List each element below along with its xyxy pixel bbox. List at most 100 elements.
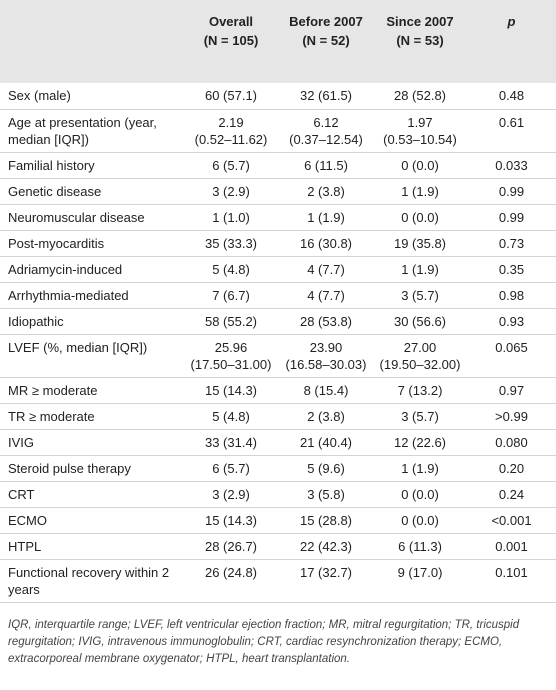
table-body: Sex (male) 60 (57.1) 32 (61.5) 28 (52.8) 0.4… [0, 83, 556, 603]
cell: 1.97 (0.53–10.54) [373, 109, 467, 153]
cell: 7 (13.2) [373, 377, 467, 404]
cell: 17 (32.7) [279, 559, 373, 603]
table-row: CRT 3 (2.9) 3 (5.8) 0 (0.0) 0.24 [0, 481, 556, 508]
cell: 0 (0.0) [373, 481, 467, 508]
table-row: Genetic disease 3 (2.9) 2 (3.8) 1 (1.9) 0.99 [0, 178, 556, 205]
cell: 30 (56.6) [373, 308, 467, 335]
cell: 0.033 [467, 152, 556, 179]
cell: 6 (5.7) [183, 152, 279, 179]
table-row: TR ≥ moderate 5 (4.8) 2 (3.8) 3 (5.7) >0.99 [0, 403, 556, 430]
column-label: Overall [208, 14, 254, 29]
cell: 0.101 [467, 559, 556, 603]
header-row: Overall (N = 105) Before 2007 (N = 52) Since… [0, 0, 556, 83]
cell: 25.96 (17.50–31.00) [183, 334, 279, 378]
cell: 6 (11.5) [279, 152, 373, 179]
row-label: Familial history [0, 152, 183, 179]
cell: 26 (24.8) [183, 559, 279, 603]
cell: 12 (22.6) [373, 429, 467, 456]
cell: 0.61 [467, 109, 556, 153]
cell: 4 (7.7) [279, 256, 373, 283]
column-label: Before 2007 [289, 14, 363, 29]
column-label: p [507, 14, 516, 29]
row-label: IVIG [0, 429, 183, 456]
cell: 2 (3.8) [279, 403, 373, 430]
row-label: Genetic disease [0, 178, 183, 205]
column-n: (N = 105) [203, 33, 259, 48]
cell: 23.90 (16.58–30.03) [279, 334, 373, 378]
table-row: LVEF (%, median [IQR]) 25.96 (17.50–31.00)… [0, 334, 556, 378]
cell: 3 (5.8) [279, 481, 373, 508]
table-row: Post-myocarditis 35 (33.3) 16 (30.8) 19 (35… [0, 230, 556, 257]
cell: 1 (1.9) [373, 455, 467, 482]
row-label: Post-myocarditis [0, 230, 183, 257]
cell: 15 (14.3) [183, 377, 279, 404]
cell: 60 (57.1) [183, 83, 279, 110]
cell: 28 (26.7) [183, 533, 279, 560]
column-n: (N = 53) [396, 33, 444, 48]
cell: 1 (1.9) [373, 178, 467, 205]
table-row: Functional recovery within 2 years 26 (24… [0, 559, 556, 603]
footnote: IQR, interquartile range; LVEF, left ven… [8, 618, 520, 665]
cell-line: (17.50–31.00) [190, 356, 272, 372]
row-label: Adriamycin-induced [0, 256, 183, 283]
column-header [0, 0, 183, 83]
cell: 3 (2.9) [183, 178, 279, 205]
cell: 0.98 [467, 282, 556, 309]
column-header: Since 2007 (N = 53) [373, 0, 467, 83]
cell-line: (0.37–12.54) [289, 131, 363, 147]
cell-line: 25.96 [214, 339, 248, 355]
cell: 3 (2.9) [183, 481, 279, 508]
cell: 1 (1.0) [183, 204, 279, 231]
table-row: Sex (male) 60 (57.1) 32 (61.5) 28 (52.8) 0.4… [0, 83, 556, 110]
cell: 5 (4.8) [183, 403, 279, 430]
cell: 28 (52.8) [373, 83, 467, 110]
cell-line: 27.00 [403, 339, 437, 355]
cell: 4 (7.7) [279, 282, 373, 309]
column-header: Overall (N = 105) [183, 0, 279, 83]
table-row: Neuromuscular disease 1 (1.0) 1 (1.9) 0 (0.… [0, 204, 556, 231]
table-row: Steroid pulse therapy 6 (5.7) 5 (9.6) 1 (1.… [0, 455, 556, 482]
cell: 16 (30.8) [279, 230, 373, 257]
row-label: LVEF (%, median [IQR]) [0, 334, 183, 378]
row-label: Idiopathic [0, 308, 183, 335]
cell: 33 (31.4) [183, 429, 279, 456]
table-row: Adriamycin-induced 5 (4.8) 4 (7.7) 1 (1.9) 0… [0, 256, 556, 283]
cell: 0.73 [467, 230, 556, 257]
cell: 0.24 [467, 481, 556, 508]
cell: 6 (11.3) [373, 533, 467, 560]
row-label: HTPL [0, 533, 183, 560]
cell-line: 1.97 [407, 114, 433, 130]
cell-line: 23.90 [309, 339, 343, 355]
cell: 0.93 [467, 308, 556, 335]
cell: 0 (0.0) [373, 152, 467, 179]
cell: 0.001 [467, 533, 556, 560]
cell-line: (0.52–11.62) [194, 131, 268, 147]
cell: 0.97 [467, 377, 556, 404]
cell: 0.48 [467, 83, 556, 110]
cell: 9 (17.0) [373, 559, 467, 603]
row-label: MR ≥ moderate [0, 377, 183, 404]
column-header: Before 2007 (N = 52) [279, 0, 373, 83]
table-row: Age at presentation (year, median [IQR])… [0, 109, 556, 153]
row-label: Functional recovery within 2 years [0, 559, 183, 603]
cell: 3 (5.7) [373, 282, 467, 309]
table-row: MR ≥ moderate 15 (14.3) 8 (15.4) 7 (13.2) 0.… [0, 377, 556, 404]
cell: 5 (4.8) [183, 256, 279, 283]
row-label: Age at presentation (year, median [IQR]) [0, 109, 183, 153]
cell: 6 (5.7) [183, 455, 279, 482]
table-row: Arrhythmia-mediated 7 (6.7) 4 (7.7) 3 (5.7)… [0, 282, 556, 309]
row-label: ECMO [0, 507, 183, 534]
cell: 8 (15.4) [279, 377, 373, 404]
cell-line: (19.50–32.00) [379, 356, 461, 372]
cell: 21 (40.4) [279, 429, 373, 456]
cell: 27.00 (19.50–32.00) [373, 334, 467, 378]
cell: 35 (33.3) [183, 230, 279, 257]
table-row: ECMO 15 (14.3) 15 (28.8) 0 (0.0) <0.001 [0, 507, 556, 534]
cell: 0 (0.0) [373, 507, 467, 534]
cell: 6.12 (0.37–12.54) [279, 109, 373, 153]
row-label: Sex (male) [0, 83, 183, 110]
cell: 19 (35.8) [373, 230, 467, 257]
cell: <0.001 [467, 507, 556, 534]
cell: 15 (14.3) [183, 507, 279, 534]
